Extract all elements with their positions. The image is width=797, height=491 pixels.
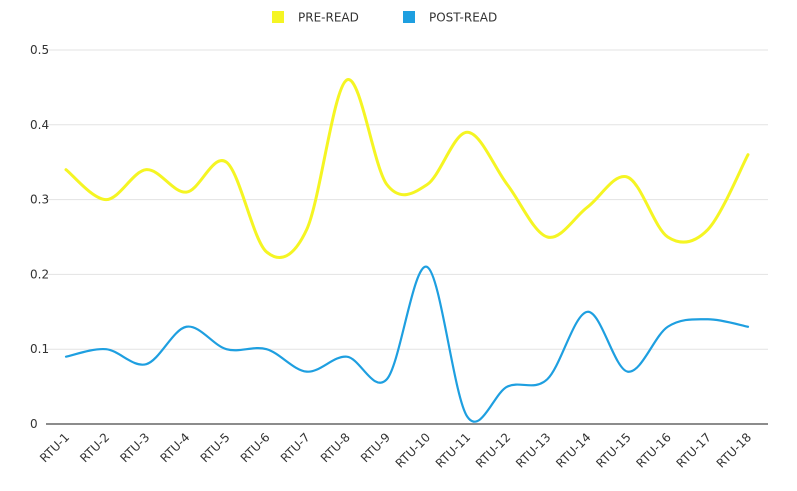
series-line-post-read (64, 265, 750, 423)
grid-lines (46, 49, 768, 350)
x-tick-label: RTU-7 (278, 430, 313, 465)
legend-item-post-read[interactable]: POST-READ (403, 11, 497, 25)
y-tick-label: 0.5 (30, 43, 49, 57)
y-tick-label: 0.4 (30, 118, 49, 132)
data-point-post-read[interactable] (303, 368, 311, 376)
x-tick-label: RTU-14 (553, 430, 593, 470)
data-point-pre-read[interactable] (543, 233, 551, 241)
data-point-post-read[interactable] (584, 308, 592, 316)
series-lines (62, 76, 752, 423)
data-point-post-read[interactable] (543, 375, 551, 383)
data-point-pre-read[interactable] (704, 226, 712, 234)
data-point-post-read[interactable] (182, 323, 190, 331)
data-point-post-read[interactable] (704, 315, 712, 323)
y-tick-label: 0.3 (30, 193, 49, 207)
legend-label-post-read: POST-READ (429, 11, 497, 25)
x-tick-label: RTU-2 (77, 430, 112, 465)
y-tick-label: 0.2 (30, 267, 49, 281)
legend-item-pre-read[interactable]: PRE-READ (272, 11, 359, 25)
chart-legend: PRE-READ POST-READ (272, 11, 497, 25)
data-point-pre-read[interactable] (102, 196, 110, 204)
x-tick-label: RTU-8 (318, 430, 353, 465)
data-point-post-read[interactable] (263, 345, 271, 353)
legend-swatch-post-read (403, 11, 415, 23)
data-point-post-read[interactable] (102, 345, 110, 353)
x-tick-label: RTU-16 (633, 430, 673, 470)
series-line-pre-read (64, 78, 750, 259)
y-axis-tick-labels: 0 0.1 0.2 0.3 0.4 0.5 (30, 43, 49, 431)
data-point-pre-read[interactable] (383, 181, 391, 189)
y-tick-label: 0.1 (30, 342, 49, 356)
x-tick-label: RTU-10 (393, 430, 433, 470)
data-point-pre-read[interactable] (503, 181, 511, 189)
x-tick-label: RTU-3 (117, 430, 152, 465)
x-tick-label: RTU-6 (238, 430, 273, 465)
data-point-pre-read[interactable] (744, 151, 752, 159)
legend-swatch-pre-read (272, 11, 284, 23)
data-point-pre-read[interactable] (62, 166, 70, 174)
data-point-post-read[interactable] (463, 413, 471, 421)
data-point-post-read[interactable] (744, 323, 752, 331)
data-point-pre-read[interactable] (142, 166, 150, 174)
x-tick-label: RTU-13 (513, 430, 553, 470)
data-point-pre-read[interactable] (343, 76, 351, 84)
data-point-pre-read[interactable] (584, 203, 592, 211)
data-point-post-read[interactable] (343, 353, 351, 361)
x-tick-label: RTU-4 (157, 430, 192, 465)
data-point-post-read[interactable] (222, 345, 230, 353)
data-point-pre-read[interactable] (303, 226, 311, 234)
data-point-pre-read[interactable] (222, 158, 230, 166)
data-point-pre-read[interactable] (263, 248, 271, 256)
x-tick-label: RTU-9 (358, 430, 393, 465)
data-point-post-read[interactable] (624, 368, 632, 376)
x-tick-label: RTU-1 (37, 430, 72, 465)
x-tick-label: RTU-17 (674, 430, 714, 470)
data-point-pre-read[interactable] (664, 233, 672, 241)
data-point-post-read[interactable] (142, 360, 150, 368)
data-point-post-read[interactable] (423, 263, 431, 271)
y-tick-label: 0 (30, 417, 38, 431)
x-tick-label: RTU-12 (473, 430, 513, 470)
data-point-pre-read[interactable] (182, 188, 190, 196)
data-point-pre-read[interactable] (624, 173, 632, 181)
x-tick-label: RTU-15 (593, 430, 633, 470)
data-point-post-read[interactable] (62, 353, 70, 361)
x-tick-label: RTU-11 (433, 430, 473, 470)
data-point-post-read[interactable] (503, 383, 511, 391)
x-axis-tick-labels: RTU-1 RTU-2 RTU-3 RTU-4 RTU-5 RTU-6 RTU-7 RTU-8… (37, 430, 754, 470)
data-point-pre-read[interactable] (423, 181, 431, 189)
x-tick-label: RTU-18 (714, 430, 754, 470)
data-point-pre-read[interactable] (463, 128, 471, 136)
legend-label-pre-read: PRE-READ (298, 11, 359, 25)
x-tick-label: RTU-5 (198, 430, 233, 465)
data-point-post-read[interactable] (383, 375, 391, 383)
data-point-post-read[interactable] (664, 323, 672, 331)
